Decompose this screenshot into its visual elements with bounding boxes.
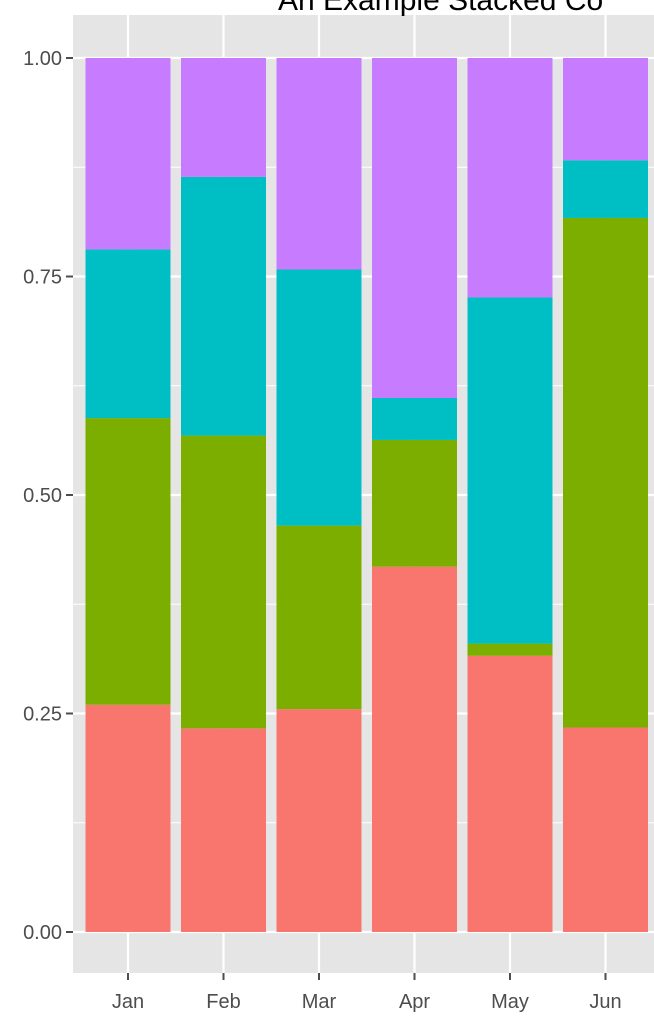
x-axis: Jan Feb Mar Apr May Jun <box>112 973 622 1013</box>
y-tick-label: 0.25 <box>23 704 62 726</box>
x-tick-label: Jan <box>112 991 144 1013</box>
bar-segment-may-0 <box>467 655 553 932</box>
x-axis-title: X L <box>600 1020 642 1026</box>
y-tick-label: 1.00 <box>23 48 62 70</box>
bar-segment-mar-0 <box>276 709 362 932</box>
bar-segment-jan-0 <box>85 704 171 932</box>
y-tick-label: 0.75 <box>23 267 62 289</box>
bar-segment-feb-2 <box>181 176 266 436</box>
bar-segment-apr-0 <box>372 566 457 932</box>
x-tick-label: Feb <box>206 991 240 1013</box>
y-axis: 0.00 0.25 0.50 0.75 1.00 <box>23 48 73 944</box>
chart-title: An Example Stacked Co <box>278 0 603 17</box>
bar-segment-mar-2 <box>276 269 362 526</box>
x-tick-label: Mar <box>302 991 337 1013</box>
bar-segment-apr-3 <box>372 58 457 398</box>
bar-segment-apr-2 <box>372 397 457 440</box>
x-tick-label: Jun <box>589 991 621 1013</box>
x-tick-label: May <box>491 991 529 1013</box>
y-tick-label: 0.50 <box>23 485 62 507</box>
bar-segment-jun-0 <box>563 727 648 932</box>
bar-segment-jan-3 <box>85 58 171 250</box>
bar-segment-mar-1 <box>276 525 362 710</box>
bar-segment-jan-1 <box>85 418 171 705</box>
bar-segment-feb-3 <box>181 58 266 177</box>
bar-segment-feb-1 <box>181 435 266 729</box>
y-tick-label: 0.00 <box>23 922 62 944</box>
bar-segment-apr-1 <box>372 439 457 567</box>
bar-segment-jun-3 <box>563 58 648 161</box>
bar-segment-may-3 <box>467 58 553 298</box>
bar-segment-may-1 <box>467 643 553 656</box>
bar-segment-feb-0 <box>181 728 266 932</box>
bar-segment-jan-2 <box>85 249 171 419</box>
bar-segment-jun-2 <box>563 160 648 218</box>
bar-segment-mar-3 <box>276 58 362 270</box>
bar-segment-jun-1 <box>563 217 648 728</box>
x-tick-label: Apr <box>399 991 430 1013</box>
bar-segment-may-2 <box>467 297 553 644</box>
bars <box>85 58 648 932</box>
